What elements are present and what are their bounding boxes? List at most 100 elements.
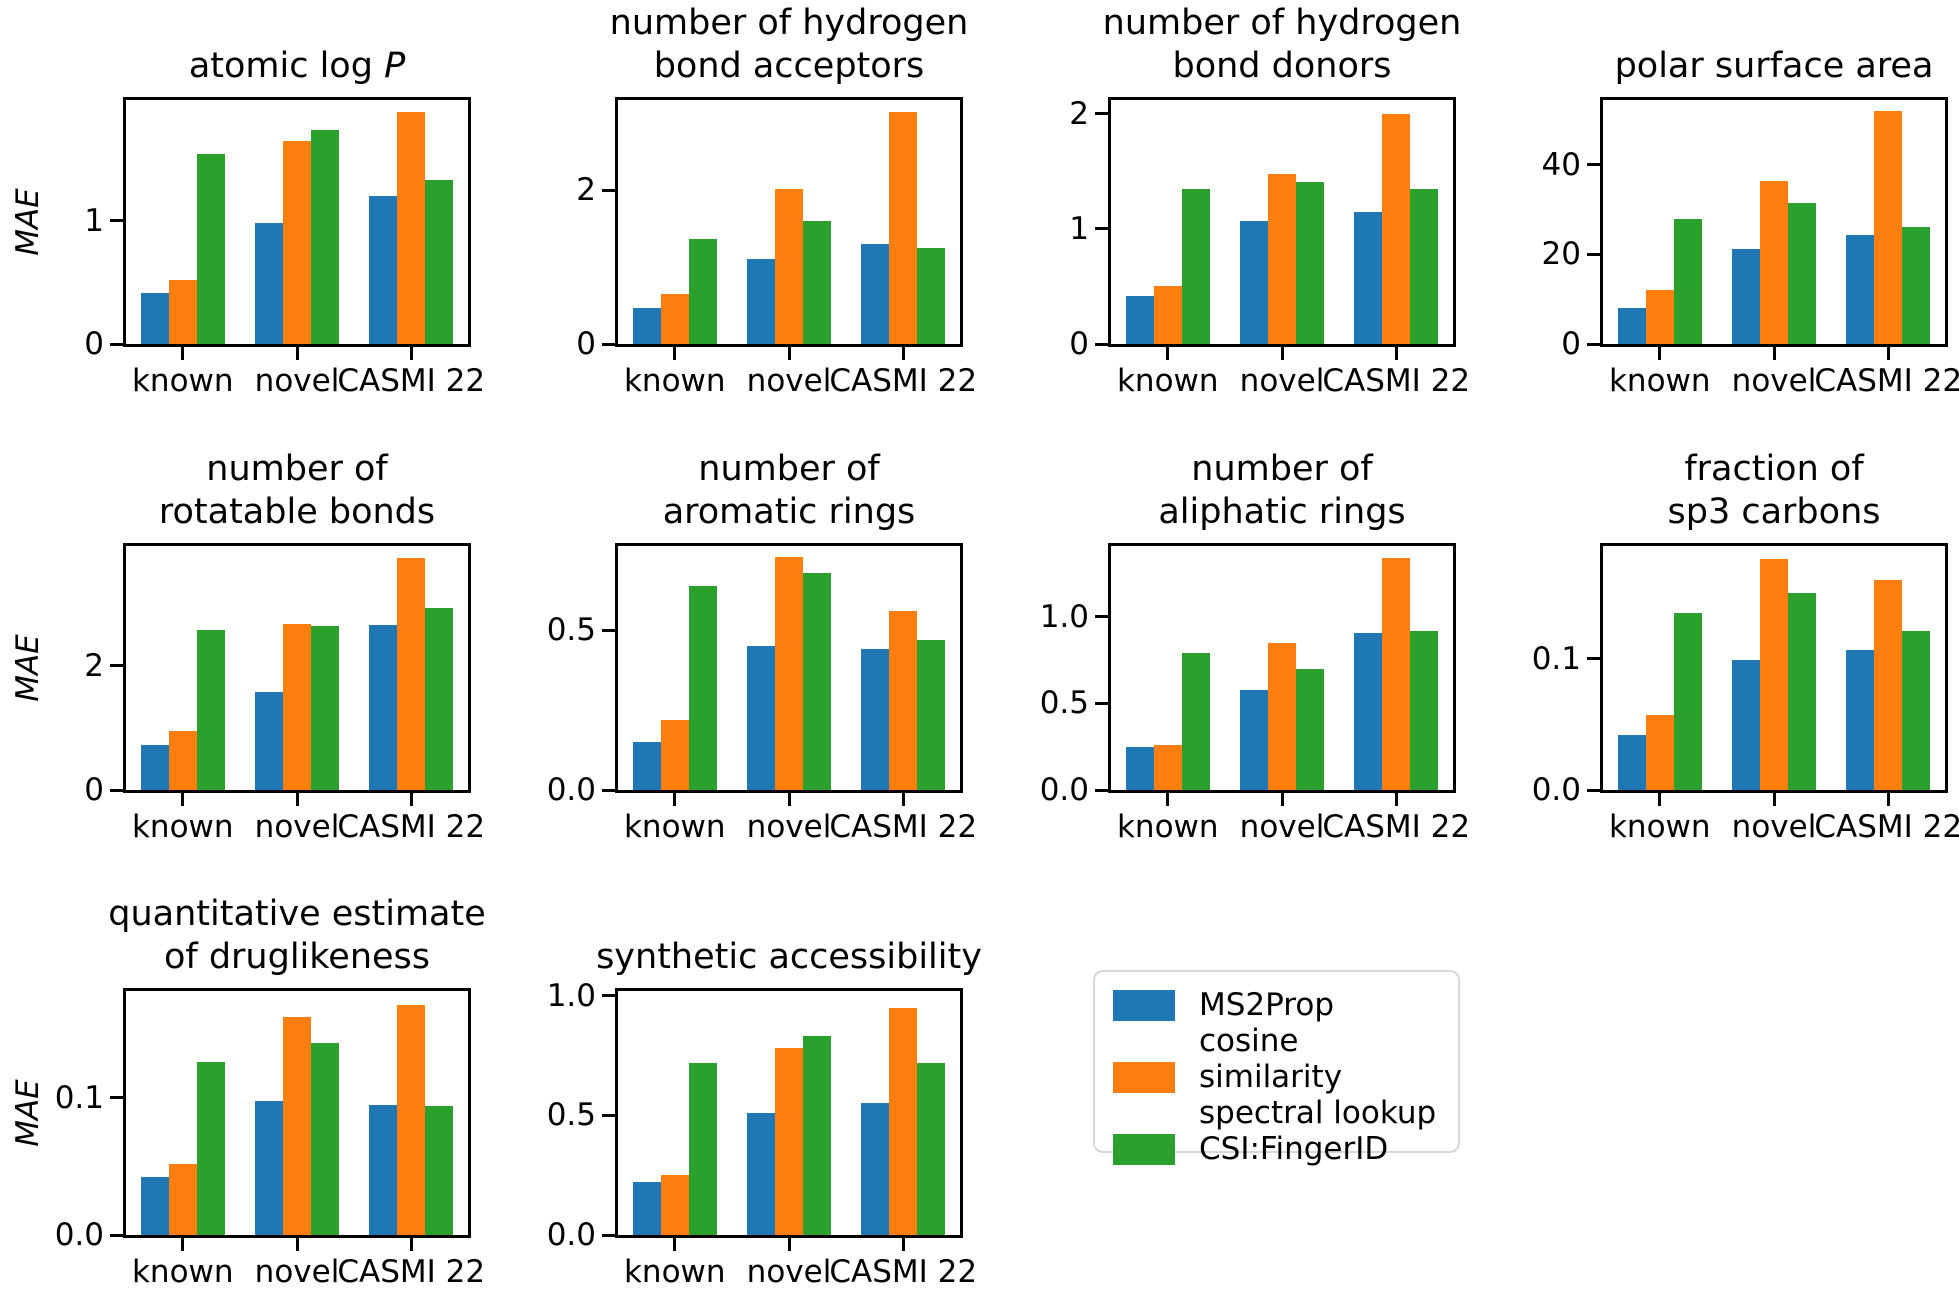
x-tick-label: novel xyxy=(254,363,340,399)
bar-cosine-casmi-22 xyxy=(397,557,426,790)
subplot-aromatic-rings: number of aromatic rings 0.0 0.5 known novel C… xyxy=(547,449,977,844)
y-tick-label: 2 xyxy=(576,172,596,209)
subplot-title-line: sp3 carbons xyxy=(1667,492,1881,532)
x-tick-label: known xyxy=(1116,809,1219,845)
x-tick-label: novel xyxy=(746,1254,832,1290)
y-tick-mark xyxy=(1587,342,1600,346)
subplot-title-line: atomic log P xyxy=(188,46,406,86)
bar-csi:fingerid-known xyxy=(688,1062,717,1235)
y-tick-mark xyxy=(602,188,615,192)
bar-ms2prop-novel xyxy=(747,646,775,790)
bar-ms2prop-casmi-22 xyxy=(1354,211,1383,344)
bar-csi:fingerid-novel xyxy=(803,1036,831,1235)
bar-cosine-novel xyxy=(1268,642,1296,790)
y-tick-label: 40 xyxy=(1541,146,1581,183)
x-tick-mark xyxy=(901,1238,905,1251)
x-tick-label: novel xyxy=(1731,809,1817,845)
bar-csi:fingerid-known xyxy=(1181,653,1210,790)
bar-ms2prop-known xyxy=(1125,746,1154,790)
subplot-title-line: polar surface area xyxy=(1614,46,1934,86)
subplot-title: number of hydrogen bond acceptors xyxy=(610,2,969,88)
subplot-polar-surface-area: polar surface area 0 20 40 known novel CASMI 2… xyxy=(1542,46,1959,398)
bar-cosine-novel xyxy=(775,1048,803,1235)
bar-cosine-novel xyxy=(1760,559,1788,790)
subplot-title-line: aliphatic rings xyxy=(1158,492,1406,532)
bar-ms2prop-casmi-22 xyxy=(1846,649,1875,790)
x-tick-label: known xyxy=(623,363,726,399)
bar-cosine-known xyxy=(1153,286,1182,344)
bar-cosine-casmi-22 xyxy=(1874,580,1903,790)
bar-csi:fingerid-known xyxy=(1181,188,1210,344)
legend-swatch-orange-icon xyxy=(1113,1061,1175,1093)
bar-ms2prop-known xyxy=(140,293,169,344)
x-tick-label: known xyxy=(131,1254,234,1290)
subplot-title-line: synthetic accessibility xyxy=(596,937,982,977)
x-tick-mark xyxy=(1772,793,1776,806)
x-tick-label: novel xyxy=(1731,363,1817,399)
y-tick-label: 1.0 xyxy=(546,977,596,1014)
subplot-title-line: quantitative estimate xyxy=(108,894,486,934)
legend-item-cosine-similarity: cosine similarity spectral lookup xyxy=(1113,1023,1440,1131)
bar-ms2prop-novel xyxy=(1240,689,1268,790)
legend-label: cosine similarity spectral lookup xyxy=(1199,1023,1437,1131)
y-tick-label: 0.1 xyxy=(54,1079,104,1116)
y-axis-label: MAE xyxy=(10,188,46,256)
subplot-title: number of hydrogen bond donors xyxy=(1103,2,1462,88)
y-tick-label: 1 xyxy=(1069,210,1089,247)
y-tick-mark xyxy=(602,788,615,792)
y-tick-mark xyxy=(1095,112,1108,116)
bar-cosine-known xyxy=(168,279,197,344)
y-tick-mark xyxy=(602,1233,615,1237)
x-tick-mark xyxy=(1280,793,1284,806)
subplot-title: synthetic accessibility xyxy=(596,936,982,979)
bar-csi:fingerid-known xyxy=(196,629,225,790)
x-tick-mark xyxy=(1658,793,1662,806)
x-tick-mark xyxy=(409,793,413,806)
bar-csi:fingerid-known xyxy=(688,238,717,344)
x-tick-label: CASMI 22 xyxy=(829,363,978,399)
x-tick-mark xyxy=(181,793,185,806)
bar-ms2prop-casmi-22 xyxy=(369,1104,398,1235)
x-tick-mark xyxy=(901,347,905,360)
y-tick-label: 0.0 xyxy=(54,1217,104,1253)
subplot-title: number of aromatic rings xyxy=(663,448,916,534)
legend-swatch-green-icon xyxy=(1113,1133,1175,1165)
title-italic-symbol: P xyxy=(384,46,406,86)
bar-cosine-novel xyxy=(1760,181,1788,344)
subplot-title-line: aromatic rings xyxy=(662,492,916,532)
bar-cosine-known xyxy=(660,719,689,790)
x-tick-label: CASMI 22 xyxy=(1814,363,1959,399)
y-tick-label: 0 xyxy=(1561,326,1581,362)
bar-csi:fingerid-known xyxy=(688,585,717,790)
x-tick-label: CASMI 22 xyxy=(829,809,978,845)
x-tick-label: novel xyxy=(1239,363,1325,399)
subplot-sp3-carbons: fraction of sp3 carbons 0.0 0.1 known novel CA… xyxy=(1532,449,1959,844)
y-tick-label: 2 xyxy=(1069,95,1089,132)
bar-csi:fingerid-casmi-22 xyxy=(1902,226,1931,344)
subplot-title: polar surface area xyxy=(1615,45,1934,88)
bar-ms2prop-known xyxy=(1125,295,1154,344)
bar-ms2prop-casmi-22 xyxy=(861,649,890,790)
bar-cosine-novel xyxy=(775,556,803,790)
y-tick-label: 0 xyxy=(1069,326,1089,362)
x-tick-label: CASMI 22 xyxy=(829,1254,978,1290)
x-tick-mark xyxy=(1886,347,1890,360)
bar-ms2prop-novel xyxy=(255,691,283,790)
bar-ms2prop-casmi-22 xyxy=(861,1103,890,1235)
subplot-title-line: number of hydrogen xyxy=(1102,3,1462,43)
subplot-title-line: number of xyxy=(698,449,880,489)
y-tick-mark xyxy=(1587,657,1600,661)
x-tick-label: known xyxy=(1116,363,1219,399)
x-tick-label: CASMI 22 xyxy=(337,1254,486,1290)
bar-ms2prop-known xyxy=(140,745,169,790)
subplot-qed: quantitative estimate of druglikeness MAE 0… xyxy=(10,894,486,1289)
y-tick-mark xyxy=(602,628,615,632)
subplot-title: atomic log P xyxy=(189,45,405,88)
x-tick-label: CASMI 22 xyxy=(1814,809,1959,845)
legend-label: CSI:FingerID xyxy=(1199,1131,1389,1167)
bar-csi:fingerid-known xyxy=(1673,612,1702,790)
x-tick-mark xyxy=(1658,347,1662,360)
subplot-title-line: rotatable bonds xyxy=(158,492,436,532)
y-tick-mark xyxy=(1095,342,1108,346)
